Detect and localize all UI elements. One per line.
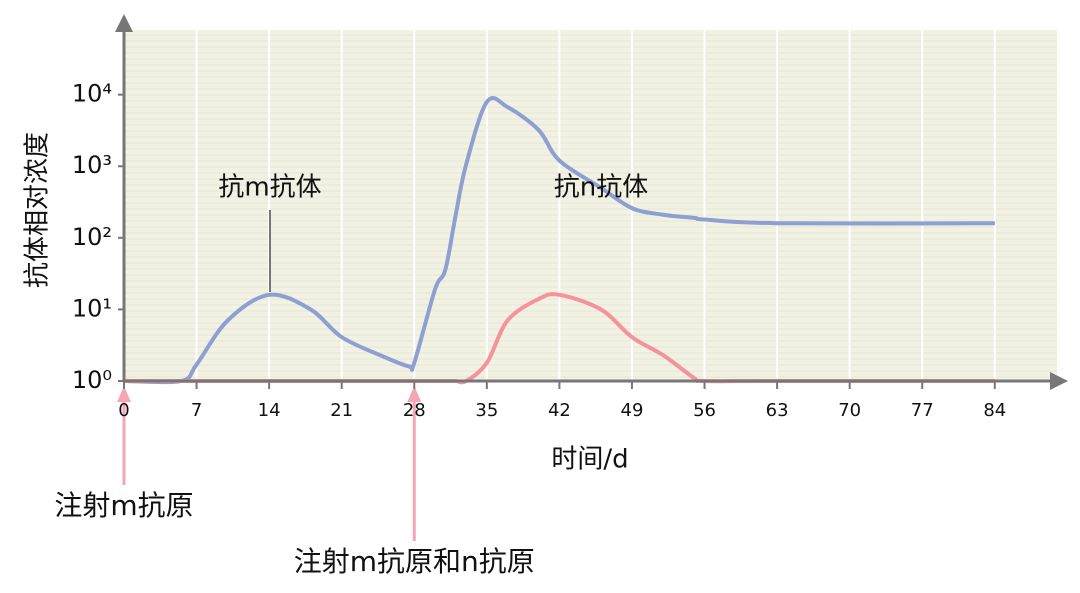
y-tick-label: 10⁴ (72, 80, 112, 108)
y-axis-title: 抗体相对浓度 (23, 132, 53, 288)
y-axis-arrow (115, 14, 133, 32)
injection-arrowhead (407, 386, 422, 402)
x-tick-label: 63 (766, 400, 789, 421)
grid (123, 30, 996, 381)
plot-area (124, 30, 1057, 381)
x-tick-label: 0 (118, 400, 129, 421)
injection-label: 注射m抗原和n抗原 (294, 545, 535, 578)
x-tick-label: 84 (983, 400, 1006, 421)
x-tick-label: 70 (838, 400, 861, 421)
y-tick-label: 10¹ (72, 294, 112, 322)
x-axis-title: 时间/d (551, 445, 628, 475)
x-tick-label: 49 (621, 400, 644, 421)
x-tick-label: 21 (330, 400, 353, 421)
x-tick-label: 14 (258, 400, 281, 421)
x-tick-label: 77 (911, 400, 934, 421)
y-tick-label: 10² (72, 223, 112, 251)
x-tick-label: 28 (403, 400, 426, 421)
x-axis-arrow (1050, 372, 1068, 390)
series-label: 抗m抗体 (218, 173, 321, 203)
x-tick-label: 35 (475, 400, 498, 421)
x-tick-label: 56 (693, 400, 716, 421)
y-tick-label: 10³ (72, 151, 112, 179)
series-label: 抗n抗体 (554, 173, 648, 203)
x-tick-label: 42 (548, 400, 571, 421)
injection-arrowhead (117, 386, 131, 402)
x-tick-label: 7 (191, 400, 202, 421)
y-tick-label: 10⁰ (72, 366, 112, 394)
injection-label: 注射m抗原 (54, 489, 193, 522)
series-line (123, 96, 995, 385)
